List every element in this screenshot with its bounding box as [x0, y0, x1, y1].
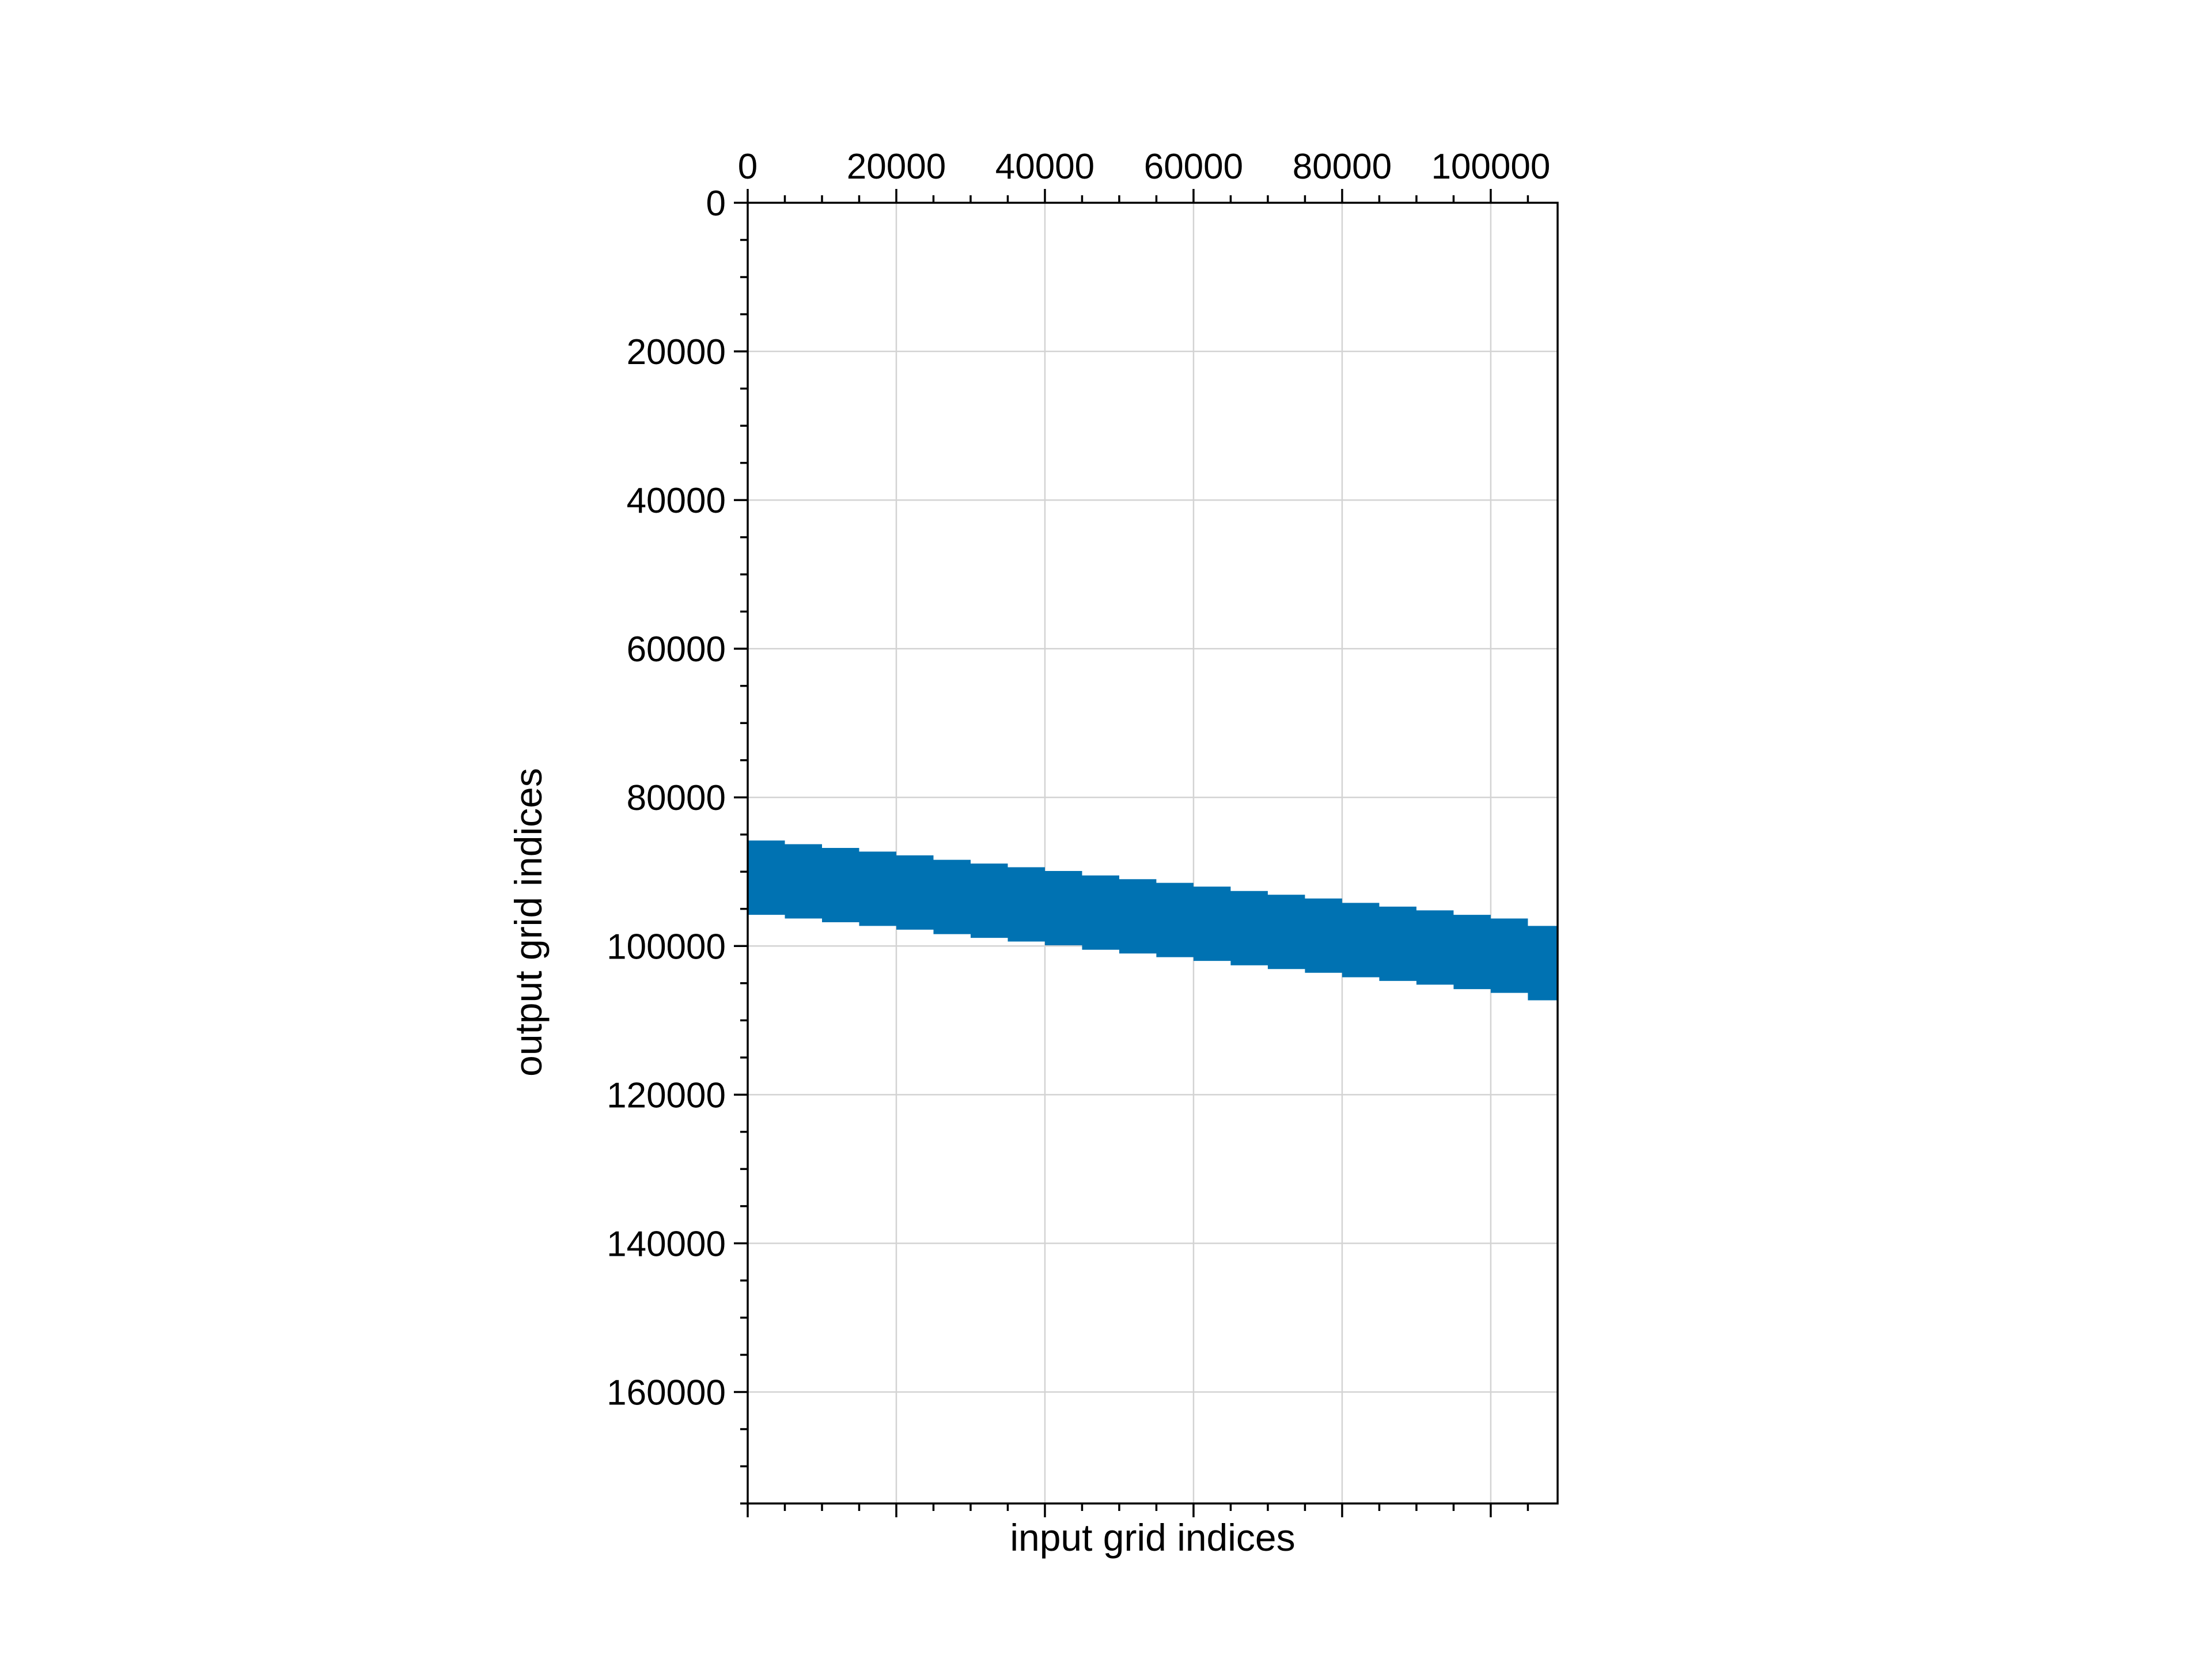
- x-tick-label: 60000: [1144, 147, 1243, 187]
- y-tick-label: 120000: [607, 1075, 726, 1115]
- y-tick-label: 100000: [607, 927, 726, 967]
- data-band: [748, 840, 1558, 1001]
- grid: [748, 203, 1558, 1503]
- y-tick-label: 40000: [627, 481, 726, 521]
- y-tick-label: 160000: [607, 1373, 726, 1412]
- band-area: [748, 840, 1558, 1001]
- y-tick-label: 140000: [607, 1224, 726, 1264]
- y-tick-label: 0: [706, 184, 726, 224]
- y-tick-label: 80000: [627, 778, 726, 818]
- x-tick-label: 0: [738, 147, 757, 187]
- x-axis-label: input grid indices: [1010, 1516, 1295, 1559]
- x-tick-label: 40000: [995, 147, 1094, 187]
- axes-frame: [747, 202, 1559, 1505]
- y-tick-labels: 0 20000 40000 60000 80000 100000 120000 140000 1…: [607, 184, 726, 1412]
- x-tick-label: 100000: [1431, 147, 1550, 187]
- x-tick-labels: 0 20000 40000 60000 80000 100000: [738, 147, 1551, 187]
- x-tick-label: 20000: [847, 147, 946, 187]
- x-tick-label: 80000: [1293, 147, 1392, 187]
- tick-marks: [734, 189, 1529, 1517]
- y-tick-label: 20000: [627, 332, 726, 372]
- y-tick-label: 60000: [627, 630, 726, 669]
- y-axis-label: output grid indices: [507, 768, 550, 1077]
